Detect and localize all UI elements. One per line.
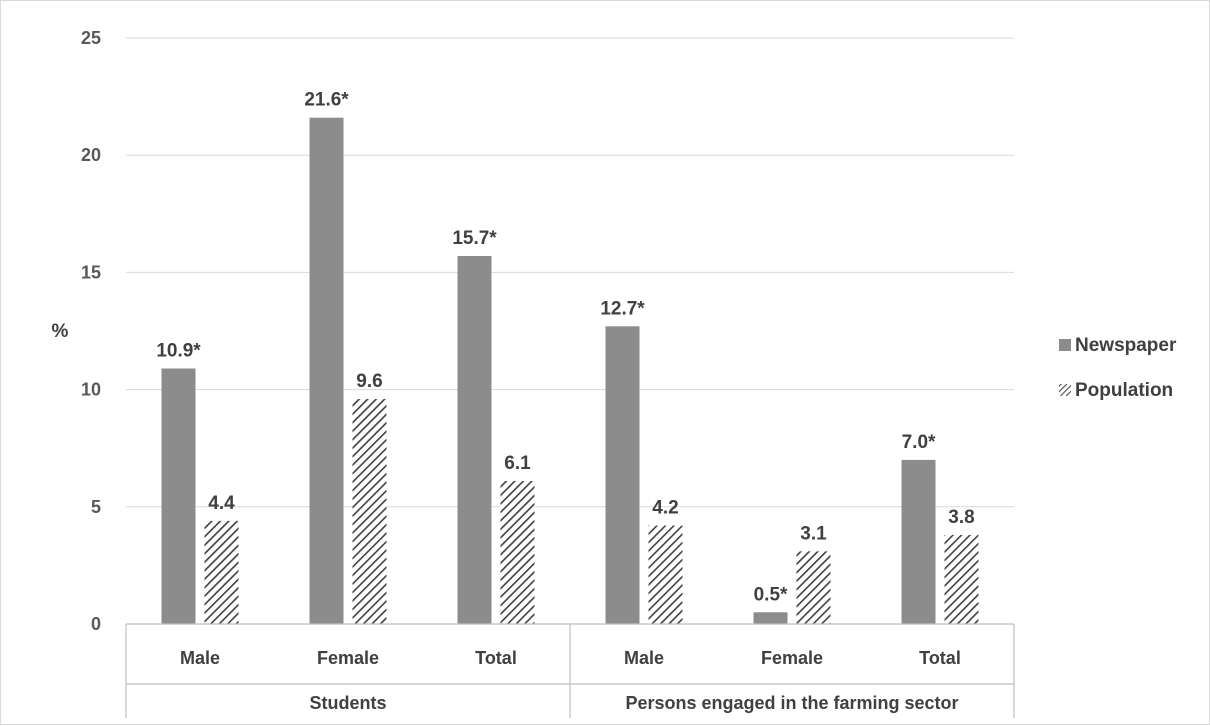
legend-label-newspaper: Newspaper xyxy=(1075,335,1177,356)
data-label-newspaper: 21.6* xyxy=(304,90,349,111)
data-label-population: 4.4 xyxy=(208,493,235,514)
y-tick-label: 10 xyxy=(81,380,101,400)
data-label-population: 3.8 xyxy=(948,507,974,528)
y-tick-label: 0 xyxy=(91,614,101,634)
data-label-population: 3.1 xyxy=(800,523,827,544)
bar-population-1 xyxy=(352,398,387,624)
x-group-label: Students xyxy=(309,693,386,713)
legend: Newspaper Population xyxy=(1059,335,1177,401)
x-category-label: Male xyxy=(180,648,220,668)
data-label-population: 4.2 xyxy=(652,498,678,519)
data-label-newspaper: 15.7* xyxy=(452,228,497,249)
x-category-label: Total xyxy=(475,648,517,668)
bar-population-0 xyxy=(204,520,239,624)
bar-newspaper-0 xyxy=(161,368,196,624)
bar-newspaper-4 xyxy=(753,612,788,624)
x-category-label: Male xyxy=(624,648,664,668)
data-label-population: 6.1 xyxy=(504,453,531,474)
x-group-label: Persons engaged in the farming sector xyxy=(625,693,958,713)
x-category-label: Total xyxy=(919,648,961,668)
legend-swatch-population xyxy=(1059,384,1071,396)
bar-population-5 xyxy=(944,534,979,624)
data-labels: 10.9* 4.4 21.6* 9.6 15.7* 6.1 12.7* 4.2 0.5* 3.1 7… xyxy=(156,90,974,606)
y-axis-label: % xyxy=(52,321,69,342)
bar-newspaper-2 xyxy=(457,255,492,624)
data-label-newspaper: 10.9* xyxy=(156,341,201,362)
data-label-population: 9.6 xyxy=(356,371,382,392)
bar-population-4 xyxy=(796,551,831,624)
x-category-label: Female xyxy=(761,648,823,668)
legend-swatch-newspaper xyxy=(1059,339,1071,351)
x-category-label: Female xyxy=(317,648,379,668)
bar-population-2 xyxy=(500,481,535,624)
axes: 0 5 10 15 20 25% Male Female Total Male Female Tota… xyxy=(52,28,1015,718)
legend-label-population: Population xyxy=(1075,380,1173,401)
bars xyxy=(161,117,979,625)
bar-newspaper-3 xyxy=(605,326,640,624)
data-label-newspaper: 0.5* xyxy=(754,584,788,605)
y-tick-label: 5 xyxy=(91,497,101,517)
gridlines xyxy=(126,37,1014,508)
bar-newspaper-5 xyxy=(901,459,936,624)
bar-newspaper-1 xyxy=(309,117,344,625)
data-label-newspaper: 7.0* xyxy=(902,432,936,453)
y-tick-label: 15 xyxy=(81,262,101,282)
bar-population-3 xyxy=(648,525,683,624)
y-tick-label: 25 xyxy=(81,28,101,48)
data-label-newspaper: 12.7* xyxy=(600,298,645,319)
y-tick-label: 20 xyxy=(81,145,101,165)
